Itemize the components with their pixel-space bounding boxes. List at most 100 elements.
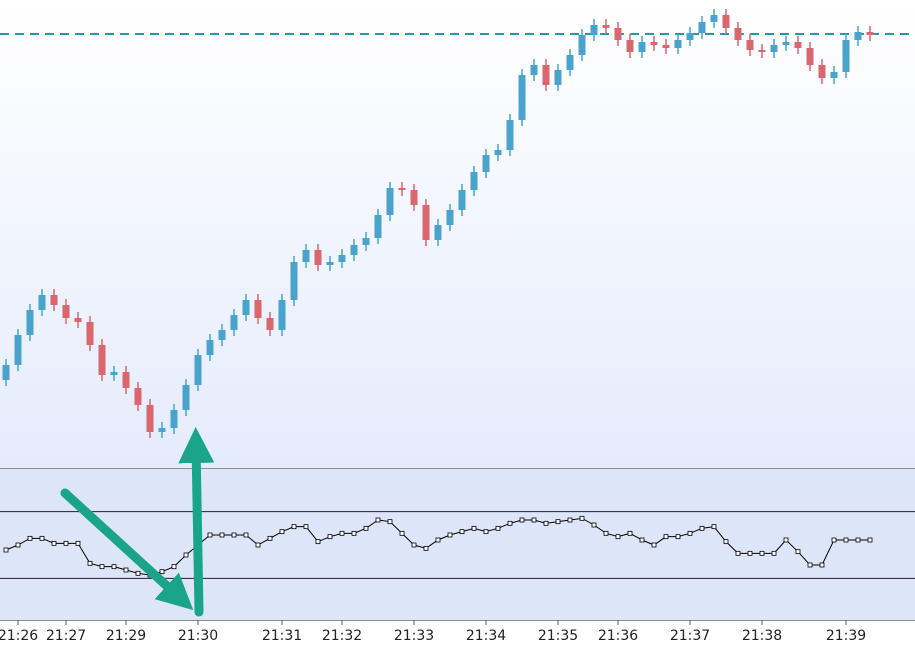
candle-body (350, 245, 358, 255)
indicator-point (399, 530, 405, 536)
indicator-point (111, 564, 117, 570)
candle-body (206, 340, 214, 355)
candle-body (266, 318, 274, 330)
indicator-point (123, 567, 129, 573)
indicator-point (171, 564, 177, 570)
candle-body (14, 335, 22, 365)
indicator-point (435, 537, 441, 543)
candle-body (722, 15, 730, 28)
indicator-point (843, 537, 849, 543)
candle-body (182, 385, 190, 410)
candle-body (626, 40, 634, 52)
indicator-point (531, 517, 537, 523)
candle-body (650, 42, 658, 45)
indicator-point (387, 519, 393, 525)
indicator-point (735, 550, 741, 556)
indicator-point (867, 537, 873, 543)
candle-body (158, 428, 166, 432)
candle-body (542, 65, 550, 85)
candle-body (254, 300, 262, 318)
indicator-point (327, 534, 333, 540)
indicator-point (75, 540, 81, 546)
indicator-point (375, 517, 381, 523)
candle-body (602, 25, 610, 28)
candle-body (782, 42, 790, 45)
plot: 21:26 21:27 21:29 21:30 21:31 21:32 21:33 21:34… (0, 9, 915, 644)
indicator-point (567, 517, 573, 523)
candle-body (290, 262, 298, 300)
candle-body (122, 372, 130, 388)
indicator-point (291, 524, 297, 530)
indicator-point (663, 534, 669, 540)
candle-body (554, 70, 562, 85)
candle-body (530, 65, 538, 75)
candle-body (818, 65, 826, 78)
candle-body (518, 75, 526, 120)
indicator-point (243, 532, 249, 538)
candle-body (494, 150, 502, 155)
indicator-point (579, 515, 585, 521)
indicator-point (267, 535, 273, 541)
candle-body (74, 318, 82, 322)
indicator-point (63, 540, 69, 546)
x-tick-label: 21:37 (670, 628, 710, 644)
candle-body (434, 225, 442, 240)
candle-body (746, 40, 754, 50)
x-tick-label: 21:33 (394, 628, 434, 644)
candle-body (770, 45, 778, 52)
x-tick-label: 21:39 (826, 628, 866, 644)
candle-body (146, 405, 154, 432)
indicator-point (759, 550, 765, 556)
candle-body (314, 250, 322, 265)
indicator-point (351, 530, 357, 536)
candle-body (38, 295, 46, 310)
indicator-point (135, 570, 141, 576)
candle-body (2, 365, 10, 380)
time-axis (0, 620, 915, 652)
candle-body (422, 205, 430, 240)
candle-body (386, 188, 394, 215)
x-tick-label: 21:30 (178, 628, 218, 644)
indicator-point (99, 564, 105, 570)
indicator-point (831, 537, 837, 543)
x-tick-label: 21:29 (106, 628, 146, 644)
candle-body (110, 372, 118, 375)
candle-body (698, 22, 706, 33)
indicator-point (471, 525, 477, 531)
candle-body (446, 210, 454, 225)
indicator-point (315, 539, 321, 545)
indicator-point (699, 525, 705, 531)
candle-body (86, 322, 94, 345)
x-tick-label: 21:32 (322, 628, 362, 644)
candle-body (398, 188, 406, 190)
indicator-point (855, 537, 861, 543)
candle-body (758, 50, 766, 52)
x-tick-label: 21:36 (598, 628, 638, 644)
indicator-point (783, 537, 789, 543)
candle-body (410, 190, 418, 205)
candle-body (470, 172, 478, 190)
candle-body (302, 250, 310, 262)
candle-body (674, 40, 682, 48)
annotation-arrows (60, 427, 215, 617)
candle-body (578, 35, 586, 55)
indicator-point (807, 562, 813, 568)
indicator-point (723, 539, 729, 545)
indicator-point (279, 529, 285, 535)
indicator-point (819, 562, 825, 568)
indicator-point (39, 535, 45, 541)
candle-body (662, 45, 670, 48)
candle-body (26, 310, 34, 335)
candle-body (362, 238, 370, 245)
indicator-point (507, 520, 513, 526)
candle-body (278, 300, 286, 330)
candle-body (242, 300, 250, 315)
candle-body (218, 330, 226, 340)
indicator-point (615, 534, 621, 540)
candle-body (194, 355, 202, 385)
candle-body (170, 410, 178, 428)
candle-body (62, 305, 70, 318)
indicator-point (795, 549, 801, 555)
indicator-point (51, 540, 57, 546)
